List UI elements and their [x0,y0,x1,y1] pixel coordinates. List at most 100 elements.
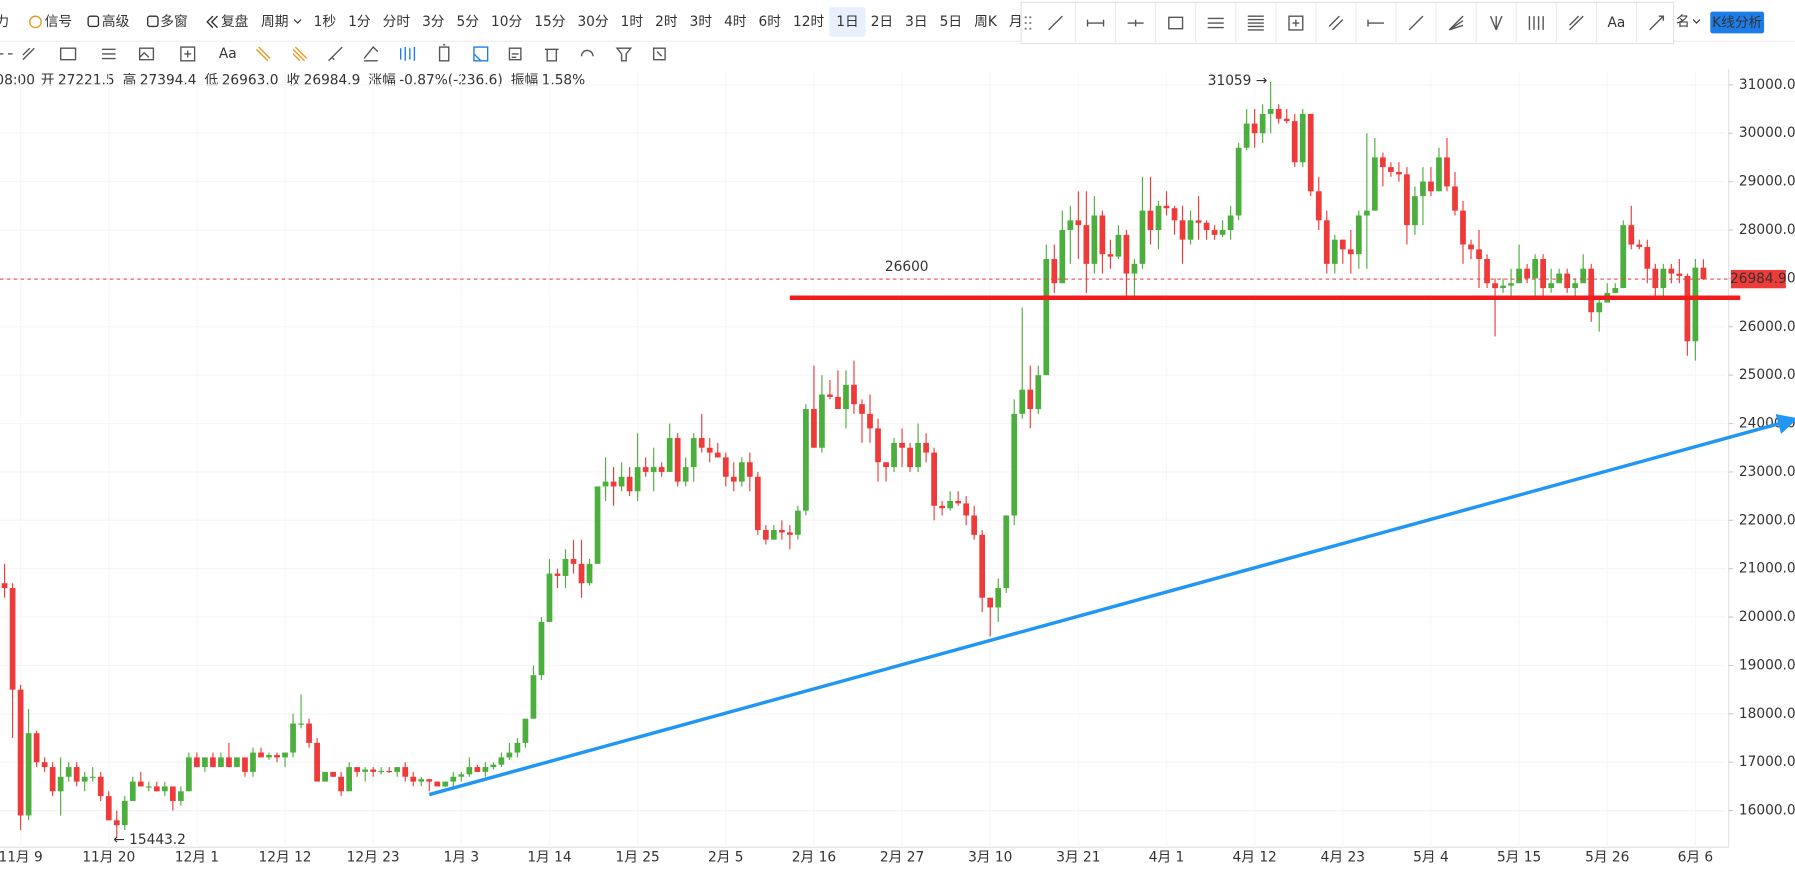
drawing-tool[interactable] [1086,19,1105,27]
y-tick-label: 22000.0 [1739,512,1795,528]
period-button[interactable]: 30分 [577,14,608,30]
tool-icon[interactable] [438,44,450,62]
tool-icon[interactable] [399,47,416,61]
candle-body [1,583,8,589]
candle-body [730,476,737,482]
analysis-button[interactable]: K线分析 [1712,15,1762,31]
x-tick-label: 5月 26 [1585,850,1629,866]
period-button[interactable]: 3时 [690,14,713,30]
candle-body [1059,229,1066,284]
toolbar-button[interactable]: 多窗 [160,13,187,30]
candle-body [1548,283,1555,289]
info-value: 26984.9 [304,72,361,88]
drawing-tool[interactable] [1048,15,1063,31]
period-button[interactable]: 5日 [940,14,962,30]
candle-body [883,462,889,468]
candle-body [458,774,465,777]
tool-icon[interactable] [255,46,271,62]
tool-icon[interactable] [363,46,379,62]
candle-body [194,757,200,768]
drawing-tool[interactable] [1207,17,1224,29]
period-button[interactable]: 12时 [793,14,824,30]
y-tick-label: 30000.0 [1739,125,1795,141]
candle-body [186,757,192,792]
tool-icon[interactable] [292,46,308,62]
x-tick-label: 6月 6 [1678,850,1714,866]
period-button[interactable]: 分时 [383,14,411,30]
toolbar-button[interactable]: 信号 [45,14,72,30]
candle-body [1155,205,1162,230]
period-button[interactable]: 周K [974,14,998,30]
replay-icon [206,15,218,29]
tool-icon[interactable] [328,46,343,62]
candle-body [546,573,553,622]
period-button[interactable]: 1时 [621,14,644,30]
x-tick-label: 1月 14 [527,850,571,866]
period-button[interactable]: 5分 [457,14,480,30]
toolbar-button[interactable]: 高级 [102,13,130,30]
candle-body [522,718,529,743]
toolbar-button[interactable]: 周期 [261,14,288,30]
drawing-tool[interactable] [1127,19,1144,27]
candle-body [338,776,344,792]
tool-icon[interactable] [580,49,594,57]
tool-icon[interactable] [101,48,116,60]
tool-icon[interactable] [652,47,666,61]
period-button[interactable]: 4时 [724,14,747,30]
tool-icon[interactable] [138,47,155,61]
period-button[interactable]: 2时 [655,14,678,30]
candle-body [602,481,609,487]
candle-body [931,452,937,506]
tool-icon[interactable] [473,46,489,62]
drawing-tool[interactable] [1168,16,1184,30]
candle-body [210,757,216,768]
drawing-tool[interactable] [1408,15,1424,31]
candle-body [177,791,184,801]
tool-icon[interactable] [59,47,77,61]
drawing-tool[interactable] [1489,15,1503,31]
period-button[interactable]: 15分 [534,14,565,30]
period-button[interactable]: 1日 [836,14,858,30]
drawing-tool[interactable] [1247,15,1264,31]
drawing-tool[interactable] [1568,15,1584,31]
candle-body [161,786,168,792]
y-tick-label: 18000.0 [1739,706,1795,722]
candle-body [939,505,945,509]
candle-body [1532,259,1538,279]
analysis-button-bg[interactable] [1710,11,1765,34]
candle-body [851,384,857,405]
drawing-tool[interactable] [1528,16,1544,30]
period-button[interactable]: 3分 [422,14,445,30]
x-tick-label: 3月 10 [968,850,1012,866]
tool-icon[interactable] [508,47,522,61]
period-button[interactable]: 3日 [905,14,927,30]
tool-icon[interactable] [22,47,35,61]
drawing-tool[interactable] [1649,15,1665,31]
period-button[interactable]: 6时 [759,14,782,30]
toolbar-button[interactable]: 复盘 [221,13,249,30]
period-button[interactable]: 1秒 [314,14,337,30]
candle-body [1075,220,1082,226]
tool-icon[interactable]: Aa [219,46,237,62]
candle-body [891,442,897,468]
tool-icon[interactable] [544,48,559,62]
tool-icon[interactable] [180,46,196,62]
drawing-tool[interactable] [1328,15,1344,31]
drawing-tool[interactable] [1448,15,1464,31]
x-tick-label: 1月 3 [444,850,480,866]
candle-body [1692,267,1699,342]
tool-icon[interactable] [615,47,633,62]
candle-body [370,769,377,772]
period-button[interactable]: 1分 [348,14,371,30]
period-button[interactable]: 10分 [491,14,522,30]
drawing-tool[interactable] [1288,15,1304,31]
candle-body [770,529,777,540]
candle-body [1251,123,1258,134]
drawing-tool[interactable] [1367,19,1385,27]
candle-body [843,384,849,410]
y-tick-label: 26000.0 [1739,319,1795,335]
candle-body [1339,239,1346,250]
period-button[interactable]: 2日 [871,14,893,30]
candle-body [971,515,978,535]
drawing-tool[interactable]: Aa [1608,15,1626,31]
